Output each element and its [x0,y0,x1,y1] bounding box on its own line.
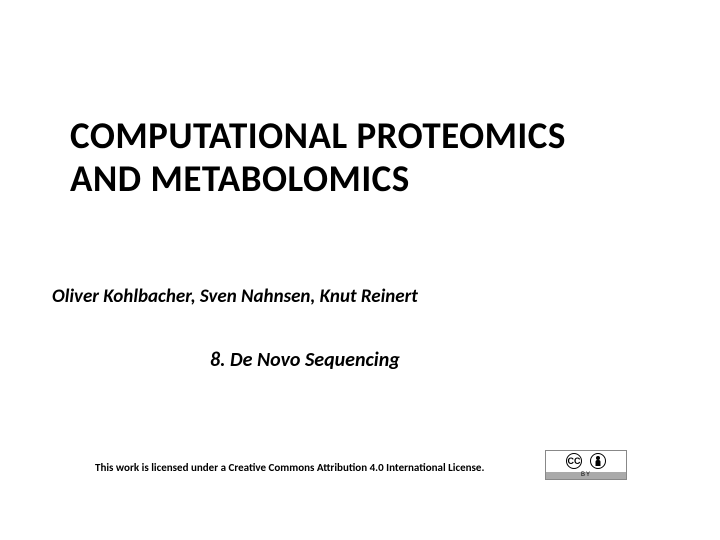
cc-logo-icon: CC [566,453,582,469]
cc-badge-icons: CC [546,451,626,472]
license-text: This work is licensed under a Creative C… [95,461,484,474]
subtitle-text: 8. De Novo Sequencing [210,348,400,372]
slide-title: COMPUTATIONAL PROTEOMICS AND METABOLOMIC… [70,115,566,200]
cc-attribution-icon [590,453,606,469]
authors-text: Oliver Kohlbacher, Sven Nahnsen, Knut Re… [52,285,418,308]
title-line-1: COMPUTATIONAL PROTEOMICS [70,115,566,158]
cc-license-badge: CC BY [545,450,627,480]
title-line-2: AND METABOLOMICS [70,158,566,201]
cc-badge-label: BY [546,472,626,479]
